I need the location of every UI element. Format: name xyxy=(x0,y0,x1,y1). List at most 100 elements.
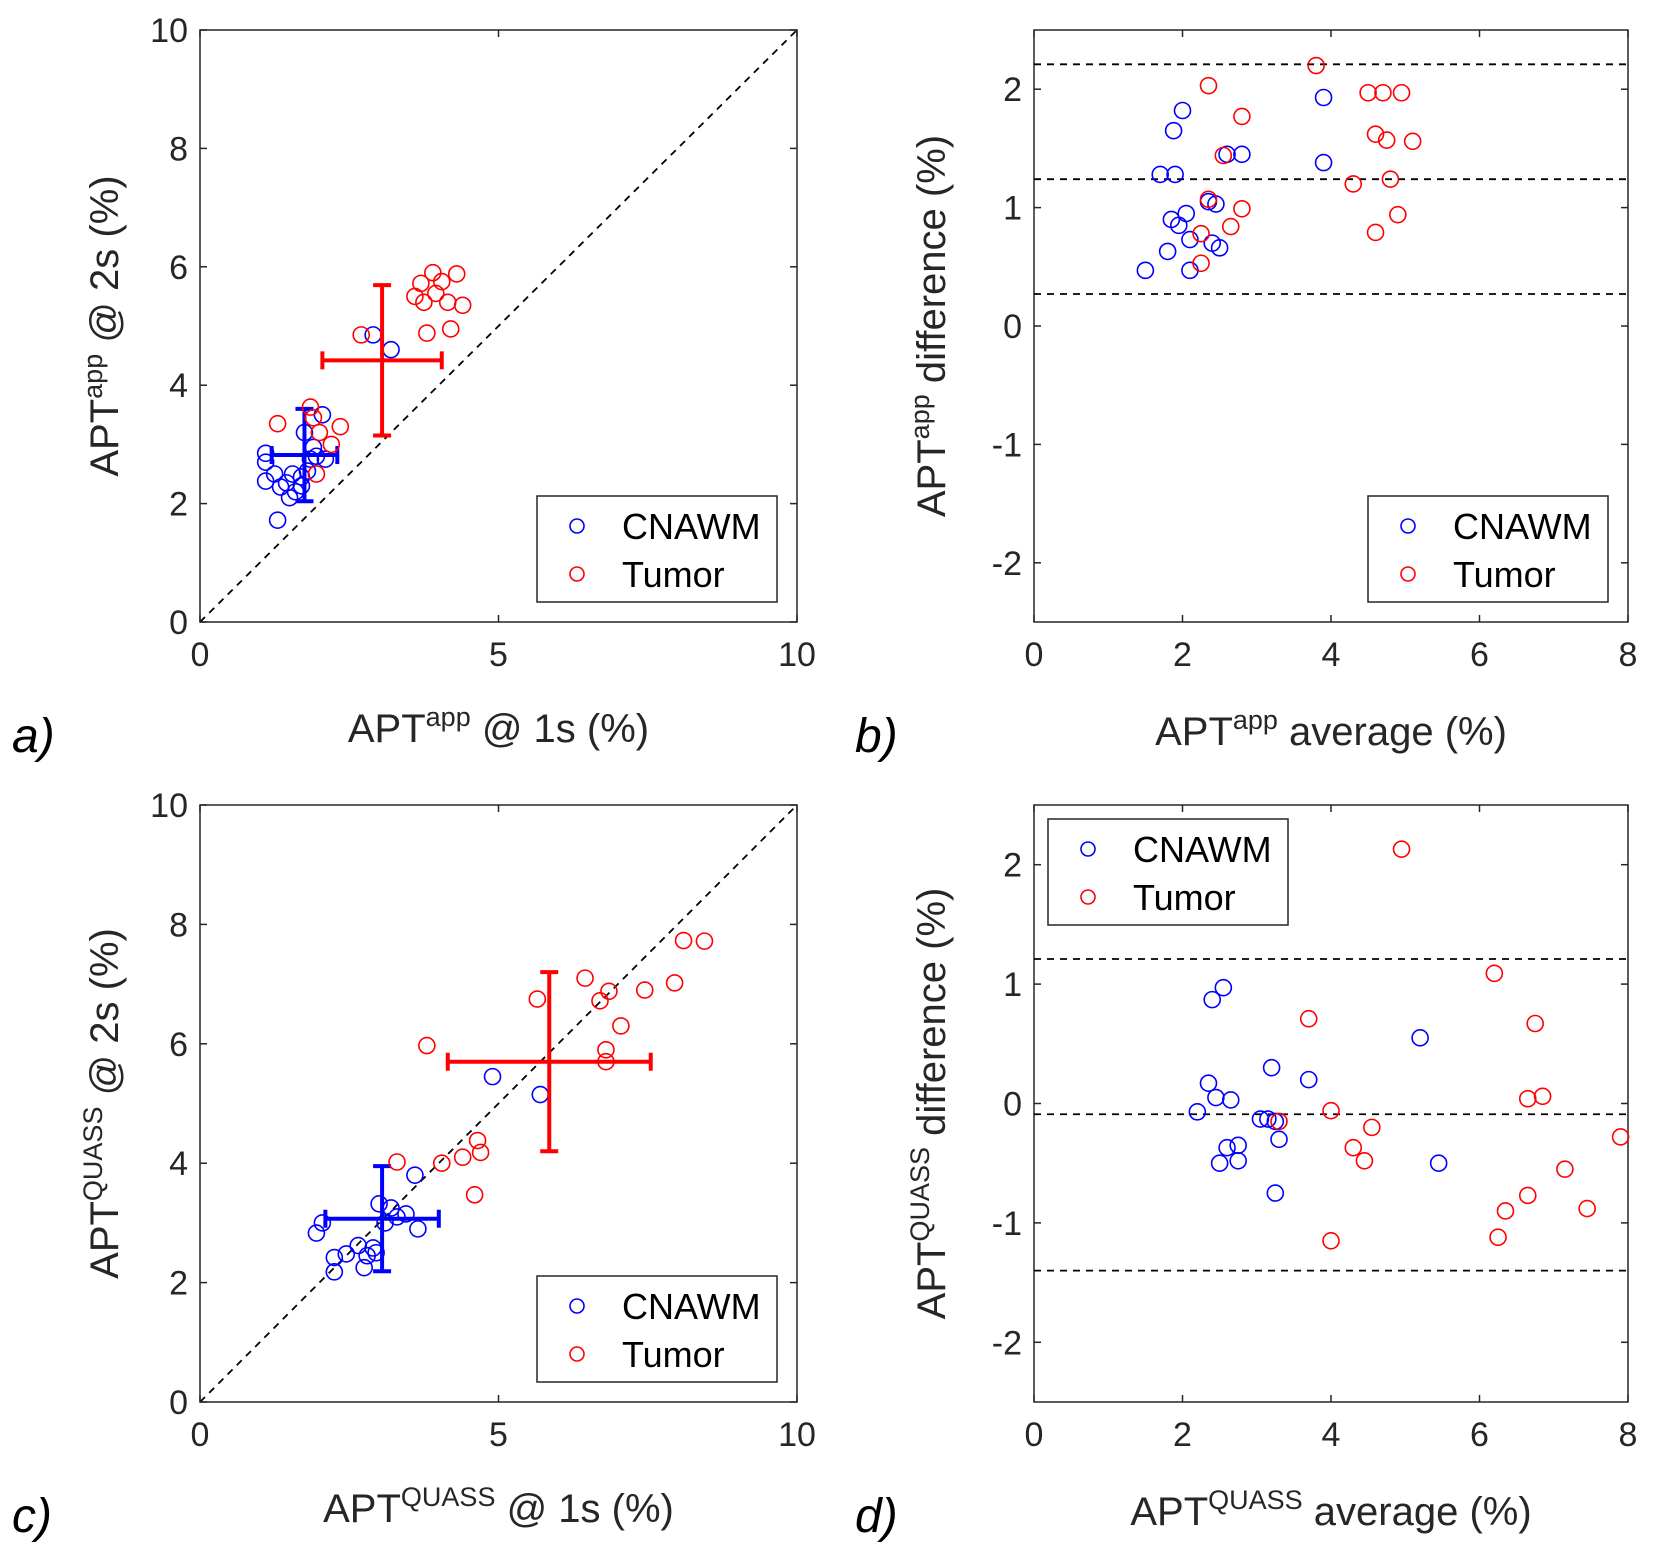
identity-line xyxy=(199,804,798,1403)
legend-label-cnawm: CNAWM xyxy=(1453,506,1592,547)
data-point xyxy=(1489,1228,1507,1247)
data-point xyxy=(1344,175,1363,193)
y-tick-label: 0 xyxy=(169,604,188,642)
data-point xyxy=(1214,978,1233,997)
data-point xyxy=(1181,230,1199,249)
data-point xyxy=(313,405,332,424)
series-tumor xyxy=(268,263,472,483)
data-point xyxy=(432,1154,451,1172)
data-point xyxy=(313,1214,332,1232)
data-point xyxy=(337,1245,356,1263)
y-axis-label-base: APT xyxy=(910,439,954,517)
legend-marker-tumor xyxy=(569,1346,585,1362)
series-cnawm xyxy=(1188,978,1448,1202)
data-point xyxy=(1411,1029,1429,1047)
x-tick-label: 10 xyxy=(778,1416,816,1454)
data-point xyxy=(322,435,341,454)
legend-marker-tumor xyxy=(1400,566,1416,582)
data-point xyxy=(1314,153,1333,172)
data-point xyxy=(1207,1088,1225,1107)
x-axis-label-rest: average (%) xyxy=(1278,710,1507,754)
data-point xyxy=(1262,1058,1281,1077)
data-point xyxy=(612,1017,630,1035)
legend-marker-tumor xyxy=(569,566,585,582)
series-cnawm xyxy=(256,326,400,529)
legend-box xyxy=(536,1275,778,1383)
y-axis-label: APTapp @ 2s (%) xyxy=(78,175,127,476)
data-point xyxy=(1166,165,1184,184)
data-point xyxy=(1526,1014,1544,1033)
y-axis-label-rest: @ 2s (%) xyxy=(83,175,127,353)
legend-box xyxy=(1367,495,1609,603)
data-point xyxy=(483,1067,502,1086)
data-point xyxy=(1518,1186,1537,1205)
x-tick-label: 5 xyxy=(489,636,508,674)
data-point xyxy=(432,272,451,291)
data-point xyxy=(418,1036,436,1055)
data-point xyxy=(304,408,323,427)
data-point xyxy=(424,263,442,282)
x-tick-label: 2 xyxy=(1173,1416,1192,1454)
data-point xyxy=(1199,190,1218,209)
y-axis-label-rest: difference (%) xyxy=(910,135,954,394)
data-point xyxy=(1218,1138,1236,1157)
y-axis-label-sup: app xyxy=(78,354,108,399)
x-axis-label-sup: app xyxy=(426,702,471,732)
data-point xyxy=(415,293,433,312)
x-tick-label: 8 xyxy=(1619,1416,1638,1454)
series-tumor xyxy=(1270,840,1630,1250)
x-axis-label-rest: @ 1s (%) xyxy=(495,1487,673,1531)
data-point xyxy=(418,324,436,342)
data-point xyxy=(376,1214,394,1232)
data-point xyxy=(1485,964,1504,983)
y-tick-label: 0 xyxy=(1003,308,1022,346)
legend: CNAWM Tumor xyxy=(1367,495,1609,603)
data-point xyxy=(304,438,323,457)
y-tick-label: -1 xyxy=(992,1205,1022,1243)
series-cnawm xyxy=(307,1067,550,1281)
data-point xyxy=(292,477,311,495)
data-point xyxy=(1518,1089,1537,1108)
legend-label-cnawm: CNAWM xyxy=(622,506,761,547)
y-axis-label-sup: app xyxy=(905,394,935,439)
data-point xyxy=(453,296,472,315)
data-point xyxy=(256,472,275,490)
data-point xyxy=(1374,83,1392,102)
series-tumor xyxy=(1192,56,1422,273)
x-axis-label-sup: app xyxy=(1233,705,1278,735)
y-axis-label: APTQUASS @ 2s (%) xyxy=(78,928,127,1279)
data-point xyxy=(1355,1152,1374,1170)
data-point xyxy=(1429,1154,1448,1172)
y-tick-label: -2 xyxy=(992,1324,1022,1362)
data-point xyxy=(307,465,326,483)
data-point xyxy=(397,1205,415,1223)
data-point xyxy=(325,1263,344,1281)
y-axis-label-base: APT xyxy=(910,1242,954,1320)
data-point xyxy=(388,1153,406,1171)
data-point xyxy=(268,511,287,529)
data-point xyxy=(1381,170,1400,188)
x-tick-label: 6 xyxy=(1470,636,1489,674)
x-tick-label: 10 xyxy=(778,636,816,674)
data-point xyxy=(468,1131,487,1150)
data-point xyxy=(1266,1112,1285,1131)
data-point xyxy=(695,932,714,950)
y-tick-label: 6 xyxy=(169,1026,188,1064)
x-axis-label: APTQUASS @ 1s (%) xyxy=(323,1482,674,1531)
x-axis-label-rest: average (%) xyxy=(1303,1490,1532,1534)
legend-marker-cnawm xyxy=(1400,518,1416,534)
y-tick-label: 2 xyxy=(169,486,188,524)
data-point xyxy=(307,1224,326,1242)
data-point xyxy=(635,981,654,999)
data-point xyxy=(316,450,335,469)
data-point xyxy=(1322,1232,1340,1250)
data-point xyxy=(280,488,299,507)
y-axis-label: APTQUASS difference (%) xyxy=(905,888,954,1320)
x-tick-label: 2 xyxy=(1173,636,1192,674)
data-point xyxy=(1270,1130,1288,1149)
data-point xyxy=(1164,121,1183,140)
